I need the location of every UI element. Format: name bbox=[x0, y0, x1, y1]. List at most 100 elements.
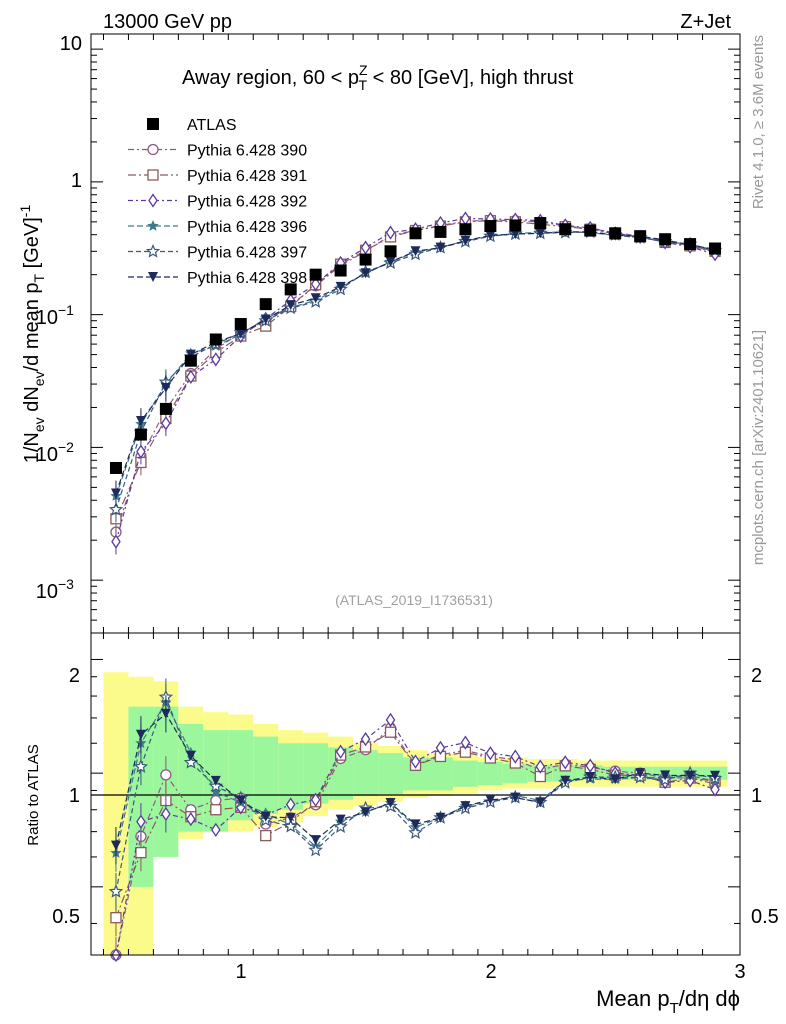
point-atlas bbox=[334, 264, 347, 277]
ratio-ytick-right-1: 1 bbox=[751, 785, 762, 807]
ratio-ytick-0.5: 0.5 bbox=[52, 906, 80, 928]
ratio-point-pythia-6-428-392 bbox=[460, 735, 471, 750]
ratio-point-pythia-6-428-398 bbox=[485, 794, 496, 805]
point-atlas bbox=[634, 230, 647, 243]
ratio-point-pythia-6-428-398 bbox=[210, 775, 221, 786]
ratio-point-pythia-6-428-398 bbox=[360, 807, 371, 818]
ratio-band-inner bbox=[502, 763, 528, 784]
point-pythia-6-428-392 bbox=[310, 276, 321, 292]
ylabel-p6: T bbox=[31, 273, 47, 282]
point-pythia-6-428-398 bbox=[310, 293, 321, 304]
ratio-ytick-labels: 2 1 0.5 2 1 0.5 bbox=[52, 665, 779, 928]
top-ytick-labels: 10 1 10 −1 10 −2 10 −3 bbox=[36, 33, 82, 603]
xlabel-p1: Mean p bbox=[596, 986, 669, 1011]
point-atlas bbox=[659, 233, 672, 246]
ratio-ytick-right-0.5: 0.5 bbox=[751, 906, 779, 928]
ratio-point-pythia-6-428-398 bbox=[535, 797, 546, 808]
point-pythia-6-428-392 bbox=[111, 534, 121, 549]
x-axis-labels: 1 2 3 Mean pT/dη dϕ bbox=[235, 961, 745, 1017]
bottom-axis-ticks bbox=[91, 633, 740, 955]
legend: ATLAS Pythia 6.428 390 Pythia 6.428 391 Pyt… bbox=[128, 117, 307, 287]
ratio-point-pythia-6-428-398 bbox=[185, 750, 196, 761]
ytick-label-0.1-exp: −1 bbox=[58, 302, 74, 318]
point-atlas bbox=[384, 245, 397, 258]
ratio-point-pythia-6-428-398 bbox=[385, 798, 396, 809]
ratio-point-pythia-6-428-392 bbox=[360, 731, 371, 747]
point-atlas bbox=[709, 242, 722, 255]
ytick-label-0.001-base: 10 bbox=[36, 581, 58, 603]
ratio-point-pythia-6-428-392 bbox=[510, 749, 521, 764]
point-pythia-6-428-392 bbox=[211, 352, 221, 367]
point-atlas bbox=[459, 223, 472, 236]
legend-label: Pythia 6.428 396 bbox=[187, 219, 307, 236]
ratio-point-pythia-6-428-391 bbox=[384, 726, 397, 738]
ratio-point-pythia-6-428-392 bbox=[186, 811, 196, 827]
point-atlas bbox=[109, 461, 122, 474]
ratio-point-pythia-6-428-391 bbox=[110, 912, 122, 924]
ratio-point-pythia-6-428-397 bbox=[408, 825, 423, 839]
ratio-point-pythia-6-428-398 bbox=[685, 770, 696, 781]
title-part-2: < 80 [GeV], high thrust bbox=[367, 67, 574, 89]
ytick-label-0.001-exp: −3 bbox=[58, 576, 74, 592]
legend-marker bbox=[147, 169, 159, 181]
ratio-point-pythia-6-428-398 bbox=[710, 770, 721, 781]
ratio-point-pythia-6-428-391 bbox=[135, 846, 147, 859]
ratio-point-pythia-6-428-392 bbox=[161, 806, 171, 822]
ratio-point-pythia-6-428-392 bbox=[485, 746, 496, 761]
ratio-band-inner bbox=[477, 762, 503, 786]
ratio-point-pythia-6-428-397 bbox=[333, 819, 348, 833]
point-atlas bbox=[559, 223, 572, 236]
title-part-1: Away region, 60 < p bbox=[182, 67, 359, 89]
point-atlas bbox=[509, 219, 522, 232]
ratio-point-pythia-6-428-398 bbox=[160, 708, 171, 719]
legend-marker bbox=[147, 118, 159, 130]
ratio-point-pythia-6-428-391 bbox=[260, 829, 272, 842]
point-pythia-6-428-398 bbox=[385, 256, 396, 267]
ytick-label-0.01-base: 10 bbox=[36, 444, 58, 466]
header-energy: 13000 GeV pp bbox=[103, 11, 232, 33]
point-atlas bbox=[284, 283, 297, 296]
xlabel-p2: /dη dϕ bbox=[679, 986, 740, 1011]
ytick-label-1: 1 bbox=[71, 170, 82, 192]
ratio-band-inner bbox=[427, 757, 453, 791]
ratio-ytick-right-2: 2 bbox=[751, 665, 762, 687]
point-pythia-6-428-398 bbox=[460, 235, 471, 246]
point-atlas bbox=[609, 227, 622, 240]
ylabel-p7: [GeV] bbox=[21, 217, 43, 274]
point-pythia-6-428-398 bbox=[285, 300, 296, 311]
ratio-point-pythia-6-428-392 bbox=[560, 755, 571, 770]
ratio-point-pythia-6-428-392 bbox=[310, 792, 321, 807]
point-pythia-6-428-398 bbox=[135, 416, 146, 427]
ratio-point-pythia-6-428-392 bbox=[211, 822, 221, 838]
ylabel-p5: /d mean p bbox=[21, 282, 43, 371]
ratio-point-pythia-6-428-398 bbox=[335, 814, 346, 825]
ylabel-p1: 1/N bbox=[21, 432, 43, 463]
point-pythia-6-428-398 bbox=[485, 230, 496, 241]
point-atlas bbox=[434, 225, 447, 238]
ratio-point-pythia-6-428-398 bbox=[310, 835, 321, 846]
title-sup: Z bbox=[359, 62, 368, 78]
ratio-point-pythia-6-428-398 bbox=[585, 772, 596, 783]
point-pythia-6-428-398 bbox=[160, 383, 171, 394]
ratio-point-pythia-6-428-397 bbox=[308, 842, 323, 857]
point-pythia-6-428-398 bbox=[535, 228, 546, 239]
point-pythia-6-428-398 bbox=[360, 268, 371, 279]
ratio-point-pythia-6-428-398 bbox=[435, 812, 446, 823]
point-atlas bbox=[159, 402, 172, 415]
point-pythia-6-428-392 bbox=[136, 444, 146, 459]
legend-marker bbox=[145, 243, 161, 258]
top-axis-ticks bbox=[91, 34, 740, 634]
ratio-point-pythia-6-428-392 bbox=[285, 797, 296, 812]
legend-label: Pythia 6.428 391 bbox=[187, 168, 307, 185]
point-pythia-6-428-398 bbox=[110, 488, 121, 499]
ratio-point-pythia-6-428-392 bbox=[435, 740, 446, 756]
point-atlas bbox=[184, 354, 197, 367]
ratio-band-inner bbox=[353, 750, 379, 796]
ratio-band-inner bbox=[452, 760, 478, 787]
ratio-ylabel: Ratio to ATLAS bbox=[25, 744, 42, 845]
title-sub: T bbox=[359, 77, 368, 93]
legend-marker bbox=[147, 143, 159, 156]
ratio-uncertainty-bands bbox=[103, 672, 728, 955]
ratio-point-pythia-6-428-398 bbox=[260, 811, 271, 822]
